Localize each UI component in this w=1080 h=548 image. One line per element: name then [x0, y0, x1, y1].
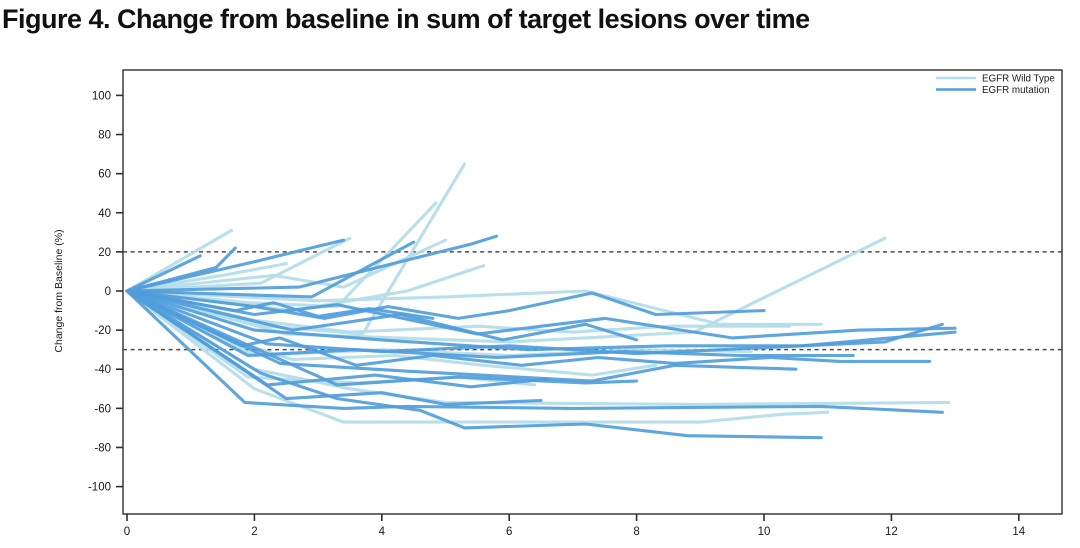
- y-tick-label: -40: [94, 364, 111, 376]
- y-tick-label: -60: [94, 403, 111, 415]
- x-tick-label: 14: [1012, 526, 1025, 538]
- patient-trajectory: [125, 289, 855, 360]
- x-tick-label: 8: [633, 526, 639, 538]
- patient-trajectory: [125, 262, 288, 293]
- x-tick-label: 10: [758, 526, 771, 538]
- x-tick-label: 4: [379, 526, 386, 538]
- patient-trajectory: [125, 289, 639, 387]
- patient-trajectory: [125, 289, 639, 342]
- patient-trajectory: [125, 289, 435, 320]
- patient-trajectory: [125, 240, 416, 299]
- x-tick-label: 0: [124, 526, 130, 538]
- legend-label: EGFR Wild Type: [982, 74, 1055, 85]
- patient-trajectory: [125, 289, 957, 352]
- patient-trajectory: [125, 289, 766, 320]
- patient-trajectory: [125, 238, 346, 293]
- y-tick-label: 100: [92, 90, 111, 102]
- figure-title: Figure 4. Change from baseline in sum of…: [2, 4, 810, 34]
- y-tick-label: 20: [98, 247, 111, 259]
- patient-trajectory: [125, 236, 352, 293]
- patient-trajectory: [125, 254, 202, 293]
- y-axis-label: Change from Baseline (%): [53, 229, 65, 352]
- y-tick-label: -80: [94, 442, 111, 454]
- y-tick-label: 60: [98, 169, 111, 181]
- patient-trajectory: [125, 289, 798, 383]
- patient-trajectory: [125, 289, 823, 326]
- patient-trajectory: [125, 289, 830, 424]
- x-tick-label: 6: [506, 526, 512, 538]
- legend-label: EGFR mutation: [982, 85, 1050, 96]
- plot-frame: [122, 69, 1063, 515]
- y-tick-label: 0: [105, 286, 111, 298]
- patient-trajectory: [125, 236, 887, 344]
- patient-trajectory: [125, 289, 932, 367]
- patient-trajectory: [125, 289, 957, 340]
- y-tick-label: 80: [98, 130, 111, 142]
- x-tick-label: 12: [885, 526, 898, 538]
- y-tick-label: -20: [94, 325, 111, 337]
- y-tick-label: 40: [98, 208, 111, 220]
- y-tick-label: -100: [88, 482, 111, 494]
- patient-trajectory: [125, 289, 753, 358]
- x-tick-label: 2: [251, 526, 257, 538]
- patient-trajectory: [125, 289, 944, 414]
- patient-trajectory: [125, 289, 823, 440]
- patient-trajectory: [125, 234, 499, 293]
- patient-trajectory: [125, 289, 543, 406]
- patient-trajectory: [125, 228, 234, 293]
